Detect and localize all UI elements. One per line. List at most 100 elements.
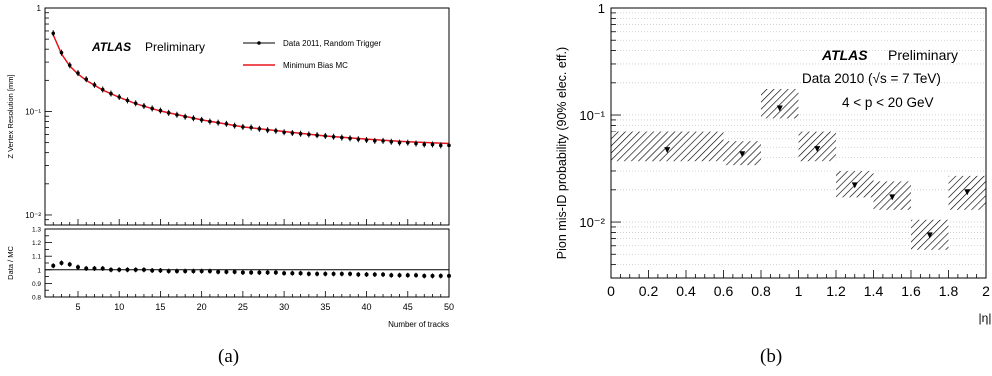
ratio-point	[249, 270, 254, 275]
data-point	[76, 71, 80, 75]
y-axis-label: Pion mis-ID probability (90% elec. eff.)	[555, 47, 569, 259]
panel-a: 5 10 15 20 25 30 35 40 45 50 Number of tracks 1 10⁻¹…	[6, 4, 454, 329]
data-point	[414, 141, 418, 146]
uncertainty-box	[761, 89, 799, 119]
data-point	[117, 95, 122, 99]
caption-b: (b)	[760, 346, 783, 367]
data-point	[926, 232, 933, 239]
data-point	[133, 101, 138, 106]
data-point	[166, 111, 171, 115]
preliminary-label: Preliminary	[888, 47, 958, 63]
data-point	[125, 98, 130, 103]
data-point	[257, 127, 262, 131]
x-axis-label: |η|	[979, 311, 992, 325]
ratio-point	[67, 262, 72, 267]
ratio-point	[315, 271, 320, 276]
y-tick-label-lower: 1	[37, 267, 41, 274]
x-tick-label: 0.2	[639, 283, 659, 299]
energy-text-start: Data 2010 (	[802, 71, 873, 86]
data-point	[964, 189, 971, 196]
data-point	[447, 143, 451, 148]
x-tick-label: 0.4	[676, 283, 696, 299]
x-tick-label: 0.6	[714, 283, 734, 299]
x-tick-label: 50	[444, 302, 454, 312]
ratio-point	[141, 267, 146, 272]
y-tick-label-lower: 1.2	[32, 240, 41, 247]
ratio-point	[356, 272, 361, 277]
y-tick-label-upper: 10⁻¹	[25, 107, 41, 116]
data-point	[397, 140, 402, 145]
ratio-point	[199, 269, 204, 274]
ratio-point	[438, 273, 443, 278]
y-tick-label-lower: 1.1	[32, 254, 41, 261]
data-point	[241, 125, 245, 129]
ratio-point	[125, 267, 130, 272]
legend-mc-label: Minimum Bias MC	[283, 61, 348, 70]
y-tick-label-lower: 1.3	[32, 227, 41, 234]
ratio-point	[265, 270, 270, 275]
data-point	[191, 116, 196, 121]
legend-data-marker	[257, 41, 261, 45]
ratio-point	[240, 270, 245, 275]
caption-a: (a)	[218, 346, 240, 367]
y-axis-label-upper: Z Vertex Resolution [mm]	[6, 74, 15, 158]
data-point	[389, 139, 394, 144]
ratio-point	[430, 273, 435, 278]
y-axis-label-lower: Data / MC	[6, 246, 15, 280]
ratio-point	[174, 269, 179, 274]
y-tick-label: 10⁻²	[579, 215, 605, 230]
data-point	[430, 142, 435, 147]
data-point	[282, 130, 286, 135]
ratio-point	[51, 263, 56, 268]
data-point	[109, 91, 113, 96]
x-tick-label: 5	[75, 302, 80, 312]
data-point	[175, 112, 179, 117]
data-point	[158, 108, 163, 113]
x-tick-label: 35	[320, 302, 330, 312]
ratio-point	[273, 270, 278, 275]
energy-label: Data 2010 (√s = 7 TeV)	[802, 71, 941, 86]
data-point	[67, 63, 72, 68]
x-tick-label: 1.2	[826, 283, 846, 299]
x-tick-label: 30	[279, 302, 289, 312]
data-point	[224, 122, 229, 126]
x-tick-label: 40	[362, 302, 372, 312]
ratio-point	[364, 272, 369, 277]
data-point	[59, 50, 64, 55]
data-point	[776, 105, 783, 112]
data-point	[249, 125, 253, 130]
ratio-point	[381, 272, 386, 277]
data-point	[664, 147, 671, 154]
data-point	[438, 143, 443, 148]
ratio-point	[59, 261, 64, 265]
x-tick-label: 1.4	[864, 283, 884, 299]
data-point	[405, 140, 410, 145]
y-tick-label-upper: 10⁻²	[25, 211, 41, 220]
x-tick-label: 45	[403, 302, 413, 312]
ratio-point	[306, 271, 311, 276]
atlas-label: ATLAS	[91, 40, 131, 54]
data-point	[889, 194, 896, 201]
ratio-point	[348, 271, 353, 276]
y-tick-label: 1	[598, 1, 605, 16]
x-axis-label: Number of tracks	[388, 320, 449, 329]
ratio-point	[75, 265, 80, 270]
data-point	[199, 118, 204, 122]
data-point	[232, 123, 237, 128]
x-tick-label: 15	[155, 302, 165, 312]
data-point	[142, 104, 146, 108]
data-point	[323, 134, 328, 138]
data-point	[372, 139, 377, 143]
x-tick-label: 1.6	[901, 283, 921, 299]
ratio-point	[100, 266, 105, 271]
ratio-point	[257, 270, 262, 275]
x-tick-label: 1	[795, 283, 803, 299]
data-point	[92, 83, 97, 87]
ratio-point	[166, 269, 171, 274]
lower-frame	[44, 228, 450, 298]
ratio-point	[207, 269, 212, 274]
data-point	[364, 138, 369, 142]
data-point	[814, 146, 821, 153]
data-point	[331, 134, 336, 139]
